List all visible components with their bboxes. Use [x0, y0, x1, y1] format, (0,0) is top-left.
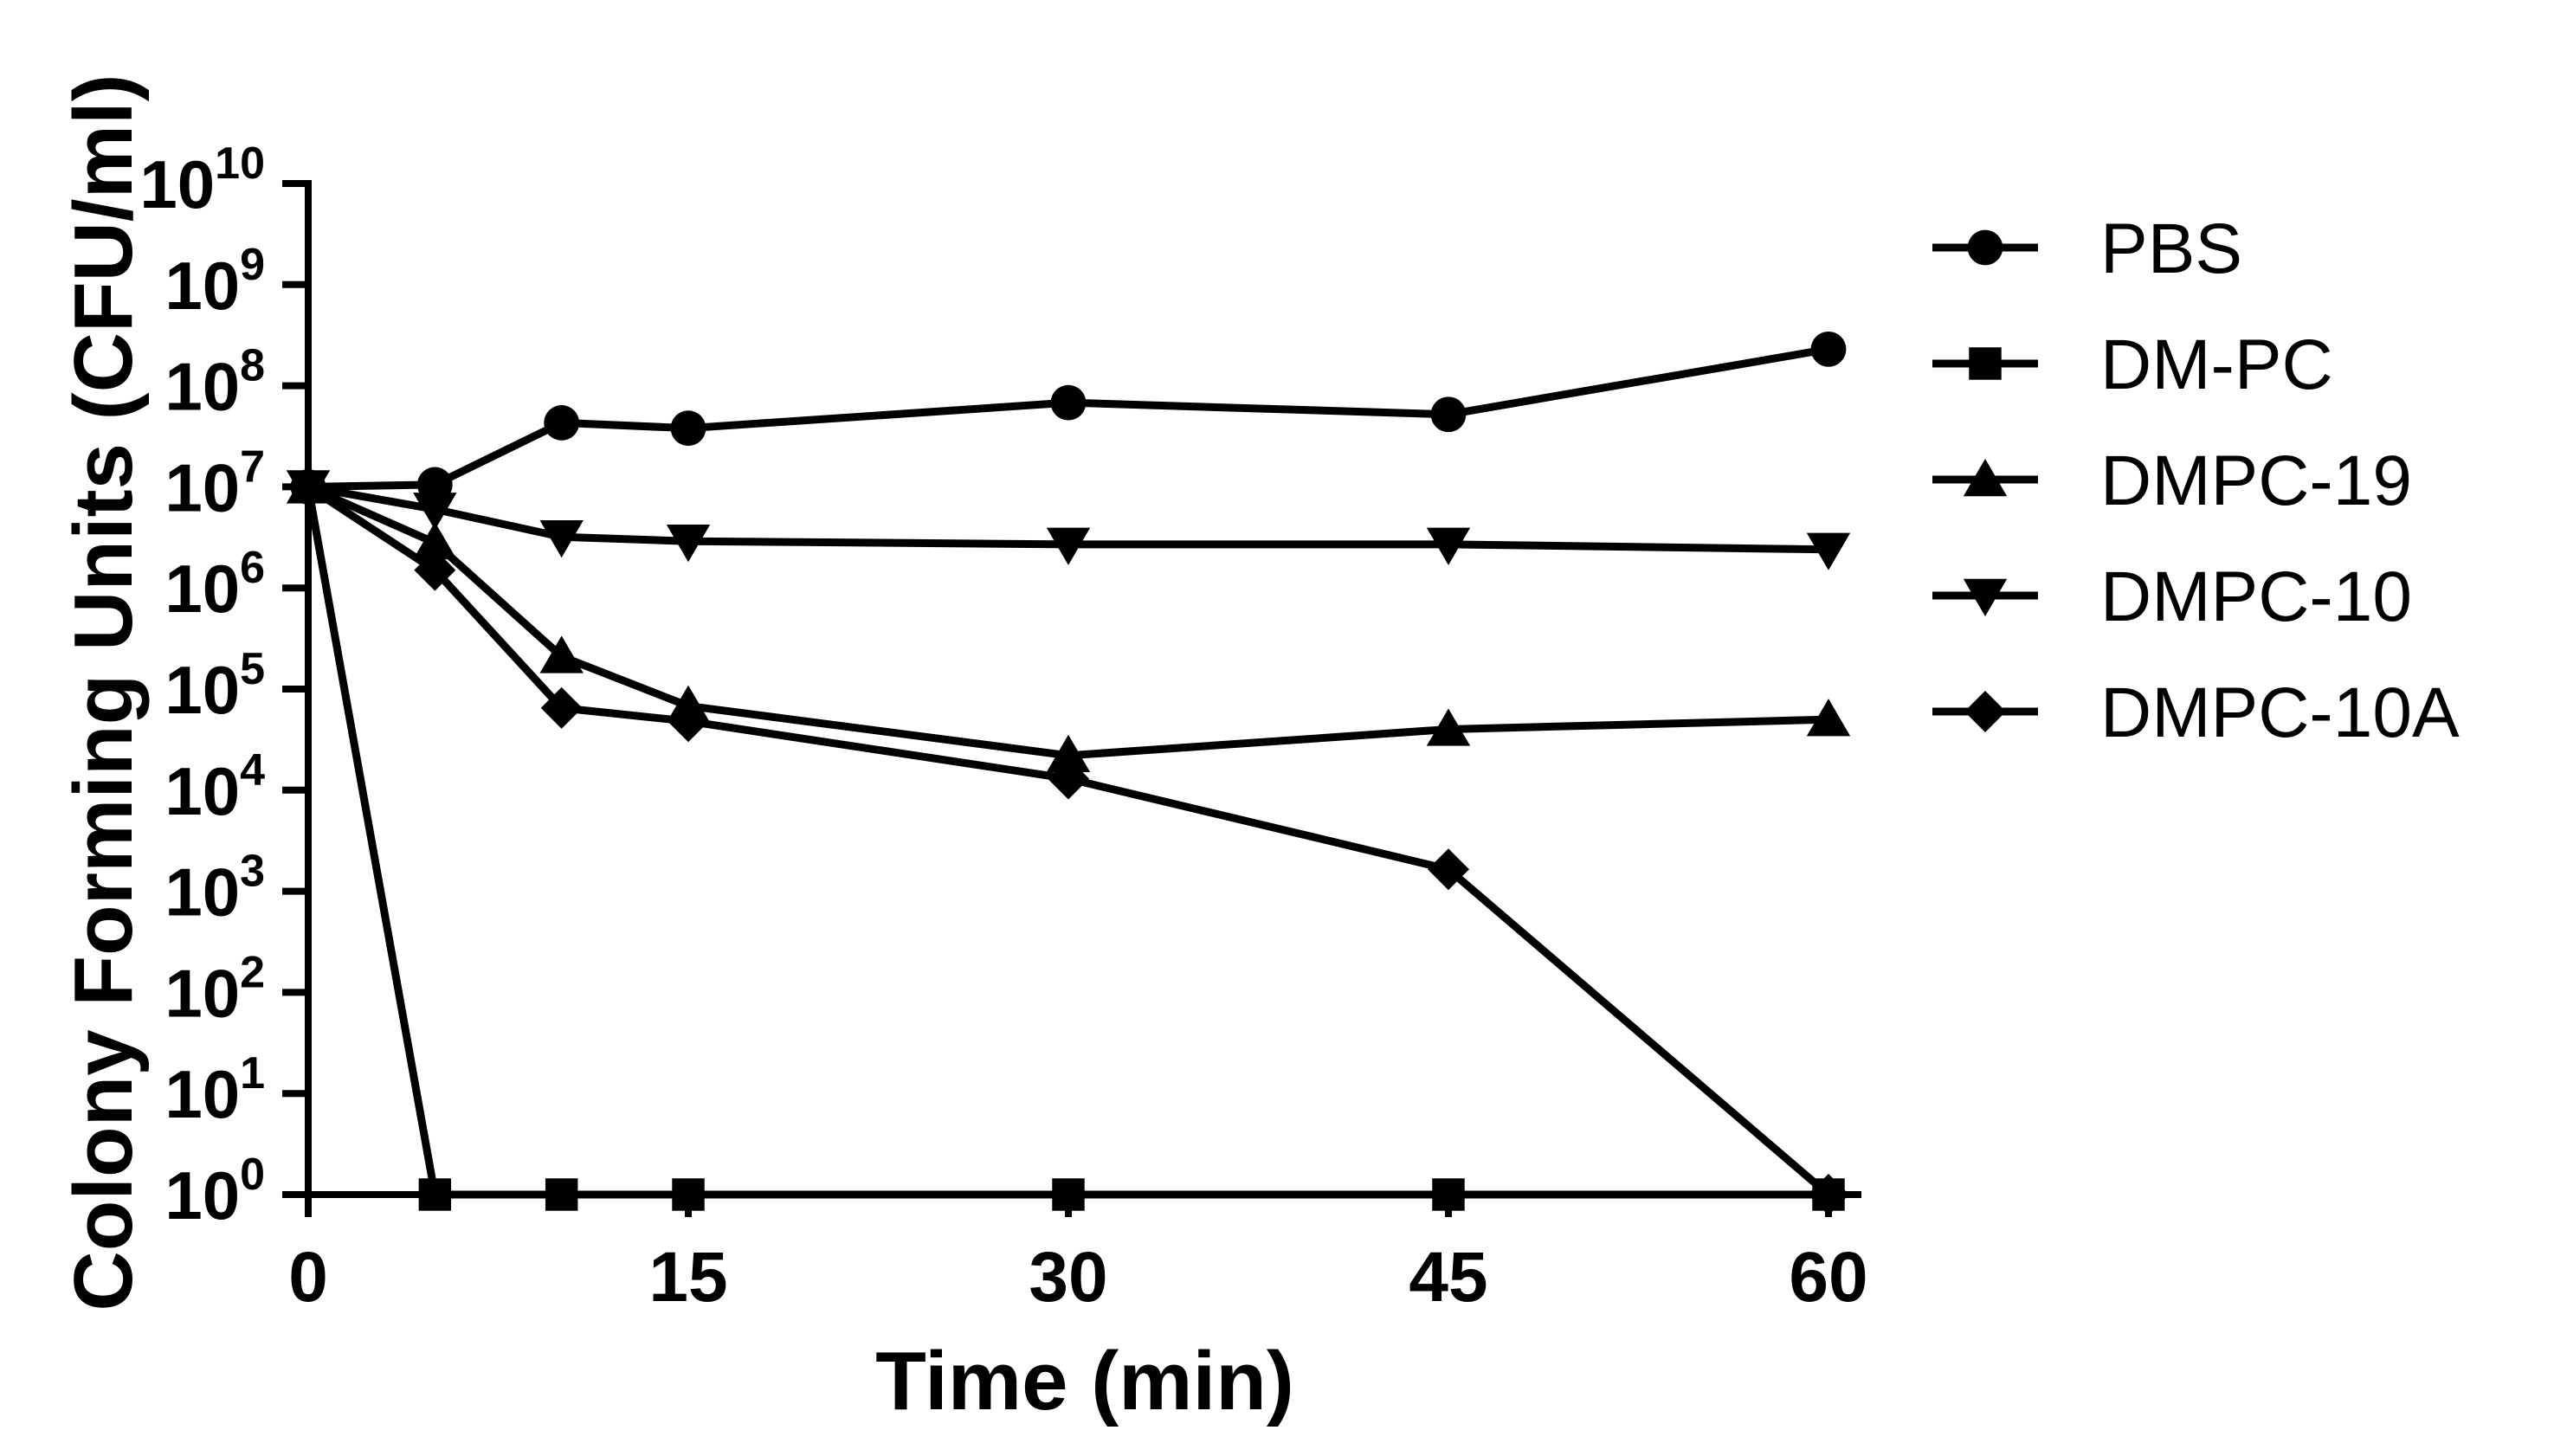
data-point — [1806, 532, 1851, 570]
y-tick-label: 106 — [164, 543, 265, 627]
legend-item: DM-PC — [1932, 325, 2333, 404]
data-point — [1052, 1178, 1085, 1211]
data-point — [1810, 331, 1847, 367]
y-tick-label: 103 — [164, 847, 265, 931]
data-point — [539, 635, 584, 673]
data-point — [1806, 699, 1851, 737]
y-tick-label: 100 — [164, 1150, 265, 1234]
data-point — [413, 521, 457, 560]
y-axis-title: Colony Forming Units (CFU/ml) — [57, 74, 150, 1311]
y-tick-label: 109 — [164, 240, 265, 324]
x-tick-label: 60 — [1789, 1238, 1867, 1317]
legend-item: DMPC-19 — [1932, 441, 2412, 520]
data-point — [1046, 734, 1091, 773]
data-point — [413, 493, 457, 531]
data-point — [1050, 384, 1087, 421]
series-line — [306, 483, 1829, 760]
legend-item: PBS — [1932, 209, 2242, 288]
data-point — [1046, 527, 1091, 565]
data-point — [672, 1178, 705, 1211]
data-point — [418, 1178, 452, 1211]
x-tick-label: 45 — [1409, 1238, 1487, 1317]
y-tick-label: 108 — [164, 341, 265, 425]
data-point — [1048, 757, 1089, 800]
data-point — [1432, 1178, 1465, 1211]
legend-label: DM-PC — [2100, 325, 2333, 404]
data-point — [287, 466, 329, 508]
data-point — [544, 405, 580, 441]
data-point — [1430, 396, 1467, 433]
legend-label: DMPC-10A — [2100, 673, 2460, 752]
series-dmpc-10 — [286, 470, 1851, 570]
data-point — [1426, 527, 1471, 565]
series-pbs — [290, 331, 1847, 505]
legend-label: DMPC-10 — [2100, 557, 2412, 636]
data-point — [540, 686, 583, 729]
data-point — [545, 1178, 578, 1211]
y-tick-label: 102 — [164, 947, 265, 1031]
legend-label: PBS — [2100, 209, 2242, 288]
data-point — [539, 519, 584, 558]
y-tick-label: 104 — [164, 745, 265, 829]
series-dmpc-10a — [287, 466, 1849, 1215]
x-tick-label: 15 — [648, 1238, 727, 1317]
data-point — [670, 410, 706, 447]
data-point — [1426, 708, 1471, 746]
y-tick-label: 107 — [164, 441, 265, 525]
y-tick-label: 105 — [164, 644, 265, 728]
x-axis-title: Time (min) — [875, 1335, 1294, 1427]
series-line — [304, 486, 1828, 1199]
legend-item: DMPC-10 — [1932, 557, 2412, 636]
legend-marker — [1967, 229, 2003, 266]
x-tick-label: 0 — [288, 1238, 328, 1317]
x-tick-label: 30 — [1029, 1238, 1107, 1317]
axes — [305, 180, 1861, 1198]
series-line — [306, 483, 1831, 1198]
data-point — [666, 524, 711, 563]
legend-marker — [1969, 347, 2002, 380]
legend-item: DMPC-10A — [1932, 673, 2460, 752]
legend-marker — [1964, 691, 2006, 732]
y-tick-label: 1010 — [139, 139, 265, 222]
data-point — [1428, 848, 1469, 891]
data-point — [1808, 1174, 1849, 1215]
y-tick-label: 101 — [164, 1048, 265, 1132]
series-dm-pc — [292, 470, 1845, 1211]
series-dmpc-19 — [286, 466, 1851, 773]
legend-marker — [1963, 578, 2008, 616]
legend: PBS DM-PC DMPC-19 DMPC-10 DMPC-10A — [1932, 209, 2460, 752]
legend-marker — [1963, 459, 2008, 497]
data-point — [414, 549, 456, 591]
legend-label: DMPC-19 — [2100, 441, 2412, 520]
series-layer — [286, 331, 1851, 1215]
data-point — [668, 700, 709, 743]
ticks: 0 15 30 45 60 100 101 102 103 104 105 106 107 108 109 1… — [139, 139, 1867, 1317]
